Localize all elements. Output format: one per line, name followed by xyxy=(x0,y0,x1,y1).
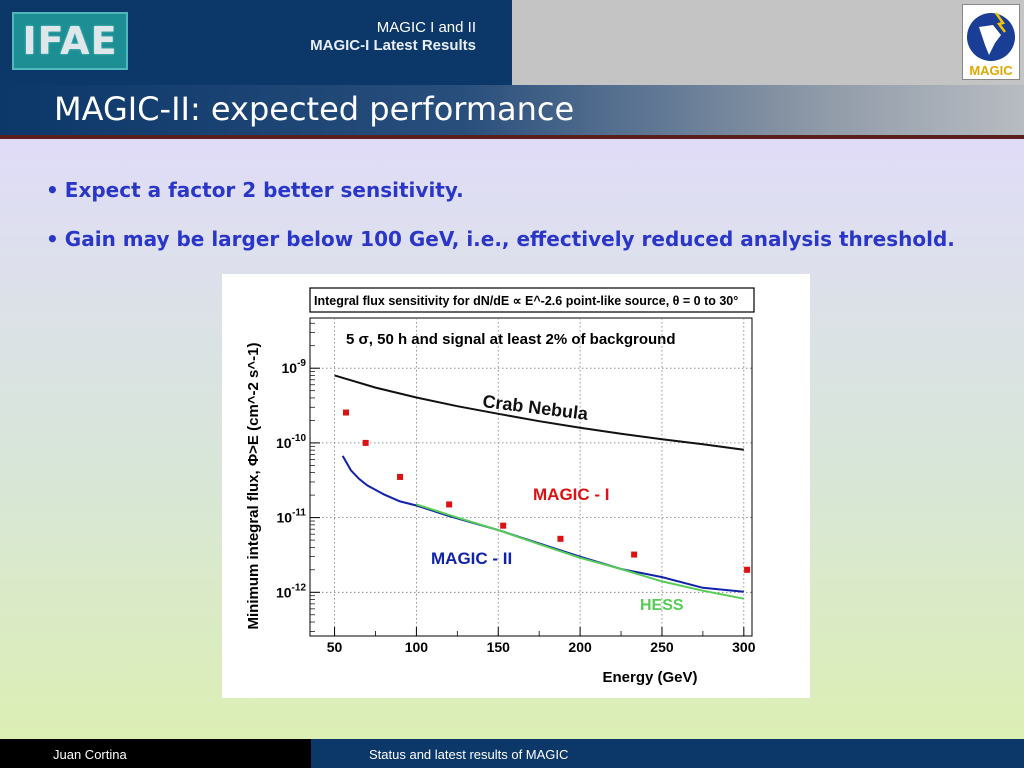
y-tick-label: 10-9 xyxy=(282,358,307,376)
header-subtitle: MAGIC-I Latest Results xyxy=(310,37,476,54)
header-right-band: MAGIC xyxy=(512,0,1024,85)
chart-title: Integral flux sensitivity for dN/dE ∝ E^… xyxy=(314,294,738,308)
chart-subtitle: 5 σ, 50 h and signal at least 2% of back… xyxy=(346,331,676,348)
header-left-band: IFAE MAGIC I and II MAGIC-I Latest Resul… xyxy=(0,0,512,85)
magic-i-point xyxy=(446,501,453,508)
slide-title: MAGIC-II: expected performance xyxy=(54,90,575,128)
x-tick-label: 300 xyxy=(732,639,756,655)
footer-title: Status and latest results of MAGIC xyxy=(369,747,569,762)
series-line-0 xyxy=(334,374,744,451)
footer-author-bar: Juan Cortina xyxy=(0,739,311,768)
x-axis-label: Energy (GeV) xyxy=(602,669,697,686)
x-tick-label: 50 xyxy=(327,639,343,655)
y-tick-label: 10-10 xyxy=(276,433,306,451)
series-line-3 xyxy=(416,503,744,600)
y-tick-label: 10-12 xyxy=(276,582,306,600)
bullet-text-2: Gain may be larger below 100 GeV, i.e., … xyxy=(64,227,955,251)
chart-title-box xyxy=(309,287,755,313)
bullet-dot-icon: • xyxy=(46,178,59,202)
series-label-hess: HESS xyxy=(640,597,684,614)
series-label-magic-i: MAGIC - I xyxy=(533,485,610,504)
plot-frame xyxy=(309,317,753,637)
series-label-magic-ii: MAGIC - II xyxy=(431,549,512,568)
sensitivity-chart: 50 100 150 200 250 300 10-9 10-10 10-11 10-12 Int… xyxy=(245,287,756,686)
sensitivity-plot-panel: 50 100 150 200 250 300 10-9 10-10 10-11 10-12 Int… xyxy=(222,274,810,698)
y-axis-label: Minimum integral flux, Φ>E (cm^-2 s^-1) xyxy=(245,343,262,630)
bullet-item-1: • Expect a factor 2 better sensitivity. xyxy=(46,178,464,202)
title-divider xyxy=(0,135,1024,139)
x-tick-label: 150 xyxy=(487,639,511,655)
bullet-item-2: • Gain may be larger below 100 GeV, i.e.,… xyxy=(46,227,955,251)
bullet-dot-icon: • xyxy=(46,227,59,251)
y-tick-label: 10-11 xyxy=(277,508,307,526)
magic-i-point xyxy=(362,439,369,446)
ifae-logo: IFAE xyxy=(12,12,128,70)
footer-title-bar: Status and latest results of MAGIC xyxy=(311,739,1024,768)
magic-i-point xyxy=(343,409,350,416)
magic-i-point xyxy=(631,551,638,558)
magic-logo-graphic: MAGIC xyxy=(967,12,1015,78)
footer-author: Juan Cortina xyxy=(53,747,127,762)
magic-i-point xyxy=(397,473,404,480)
magic-i-point xyxy=(744,566,751,573)
magic-i-point xyxy=(557,535,564,542)
magic-i-point xyxy=(500,522,507,529)
slide-title-bar: MAGIC-II: expected performance xyxy=(0,85,1024,135)
svg-text:MAGIC: MAGIC xyxy=(969,63,1013,78)
header-title: MAGIC I and II xyxy=(376,19,476,36)
x-tick-label: 200 xyxy=(568,639,592,655)
bullet-text-1: Expect a factor 2 better sensitivity. xyxy=(64,178,464,202)
x-tick-label: 250 xyxy=(650,639,674,655)
x-tick-label: 100 xyxy=(405,639,429,655)
magic-logo: MAGIC xyxy=(962,4,1020,80)
